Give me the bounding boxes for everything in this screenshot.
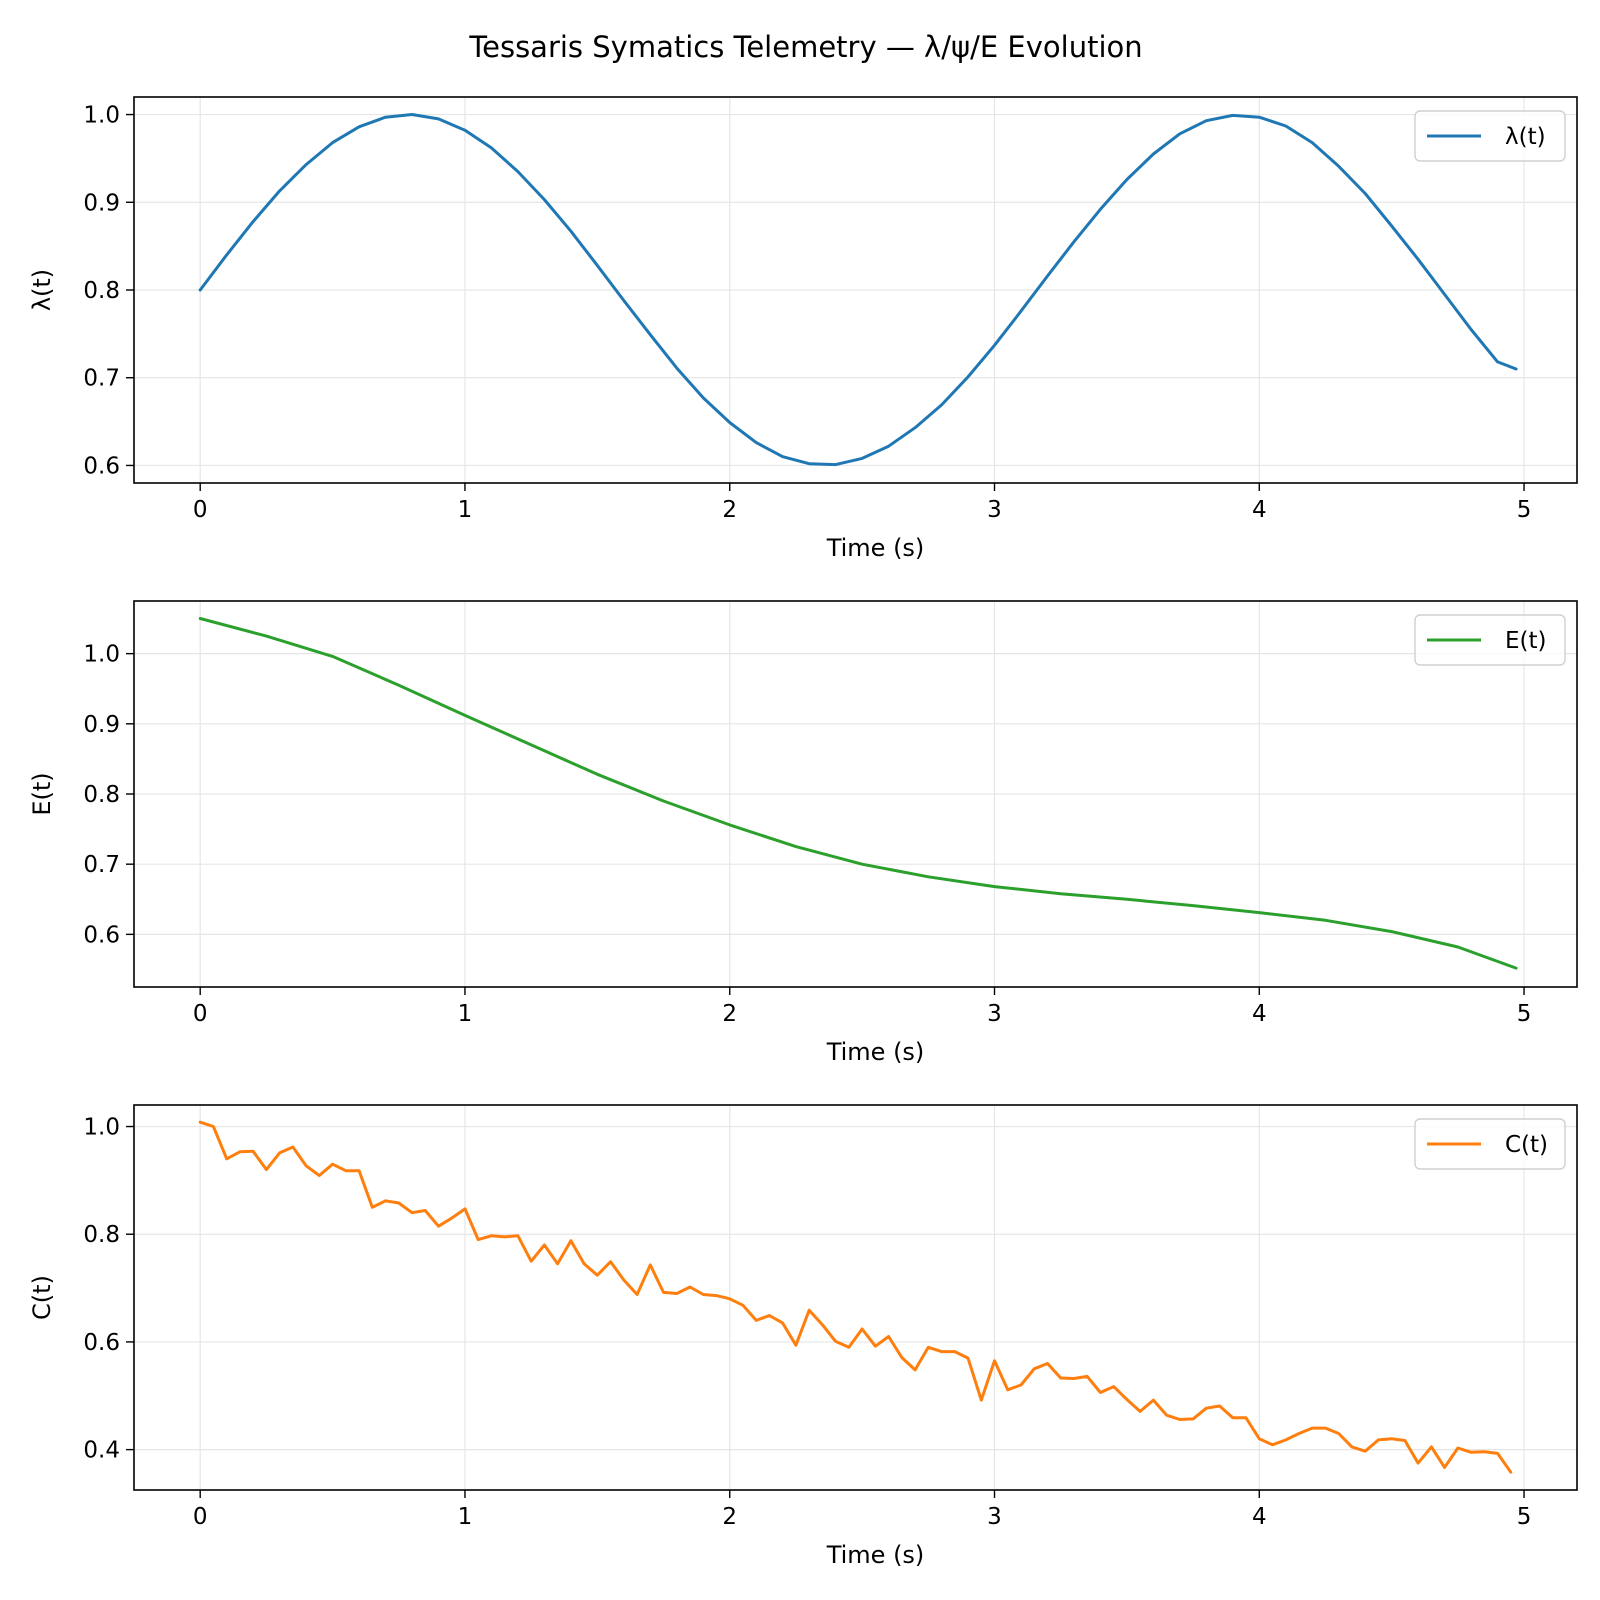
energy-legend: E(t) [1414, 614, 1566, 666]
coherence-xtick-label-2: 2 [722, 1504, 737, 1530]
energy-ytick-label-0: 0.6 [83, 922, 120, 948]
energy-legend-box [1414, 614, 1566, 666]
energy-ylabel: E(t) [28, 772, 56, 815]
coherence-xtick-label-3: 3 [987, 1504, 1002, 1530]
lambda-xtick-label-4: 4 [1252, 497, 1267, 523]
lambda-legend-box [1414, 110, 1566, 162]
coherence-subplot: 0 1 2 3 4 5 0.4 0.6 0.8 1.0 Time (s) C(t) C(t) [28, 1104, 1578, 1569]
lambda-legend: λ(t) [1414, 110, 1566, 162]
energy-ytick-label-4: 1.0 [83, 642, 120, 668]
lambda-ytick-label-4: 1.0 [83, 103, 120, 129]
energy-ytick-label-1: 0.7 [83, 852, 120, 878]
lambda-axes-frame [133, 96, 1578, 484]
coherence-legend-label-0: C(t) [1505, 1132, 1548, 1158]
lambda-xtick-label-2: 2 [722, 497, 737, 523]
coherence-axes-frame [133, 1104, 1578, 1491]
energy-xtick-label-0: 0 [193, 1001, 208, 1027]
energy-ytick-label-2: 0.8 [83, 782, 120, 808]
energy-series-line-0 [198, 617, 1518, 970]
coherence-series-line-0 [198, 1120, 1513, 1474]
lambda-ytick-label-1: 0.7 [83, 366, 120, 392]
lambda-xtick-label-1: 1 [458, 497, 473, 523]
energy-xtick-label-2: 2 [722, 1001, 737, 1027]
figure-title: Tessaris Symatics Telemetry — λ/ψ/E Evol… [468, 30, 1142, 64]
lambda-xtick-label-0: 0 [193, 497, 208, 523]
energy-subplot: 0 1 2 3 4 5 0.6 0.7 0.8 0.9 1.0 Time (s) E(t) E(t) [28, 600, 1578, 1066]
coherence-ytick-label-3: 1.0 [83, 1115, 120, 1141]
energy-legend-label-0: E(t) [1505, 628, 1547, 654]
coherence-ytick-label-0: 0.4 [83, 1438, 120, 1464]
energy-xtick-label-4: 4 [1252, 1001, 1267, 1027]
coherence-xtick-label-5: 5 [1517, 1504, 1532, 1530]
coherence-xtick-label-4: 4 [1252, 1504, 1267, 1530]
lambda-ytick-label-2: 0.8 [83, 278, 120, 304]
lambda-ytick-label-3: 0.9 [83, 190, 120, 216]
lambda-ytick-label-0: 0.6 [83, 453, 120, 479]
coherence-xtick-label-1: 1 [458, 1504, 473, 1530]
coherence-xtick-label-0: 0 [193, 1504, 208, 1530]
lambda-series-line-0 [198, 113, 1518, 467]
energy-axes-frame [133, 600, 1578, 988]
lambda-subplot: 0 1 2 3 4 5 0.6 0.7 0.8 0.9 1.0 Time (s) λ(t) λ(t) [28, 96, 1578, 562]
lambda-xtick-label-5: 5 [1517, 497, 1532, 523]
coherence-ylabel: C(t) [28, 1275, 56, 1320]
energy-xtick-label-1: 1 [458, 1001, 473, 1027]
energy-xtick-label-3: 3 [987, 1001, 1002, 1027]
lambda-legend-label-0: λ(t) [1505, 124, 1546, 150]
coherence-ytick-label-2: 0.8 [83, 1222, 120, 1248]
coherence-legend: C(t) [1414, 1118, 1566, 1170]
energy-xtick-label-5: 5 [1517, 1001, 1532, 1027]
lambda-ylabel: λ(t) [28, 269, 56, 311]
energy-xlabel: Time (s) [826, 1038, 925, 1066]
lambda-xlabel: Time (s) [826, 534, 925, 562]
lambda-xtick-label-3: 3 [987, 497, 1002, 523]
energy-ytick-label-3: 0.9 [83, 712, 120, 738]
coherence-legend-box [1414, 1118, 1566, 1170]
coherence-xlabel: Time (s) [826, 1541, 925, 1569]
coherence-ytick-label-1: 0.6 [83, 1330, 120, 1356]
